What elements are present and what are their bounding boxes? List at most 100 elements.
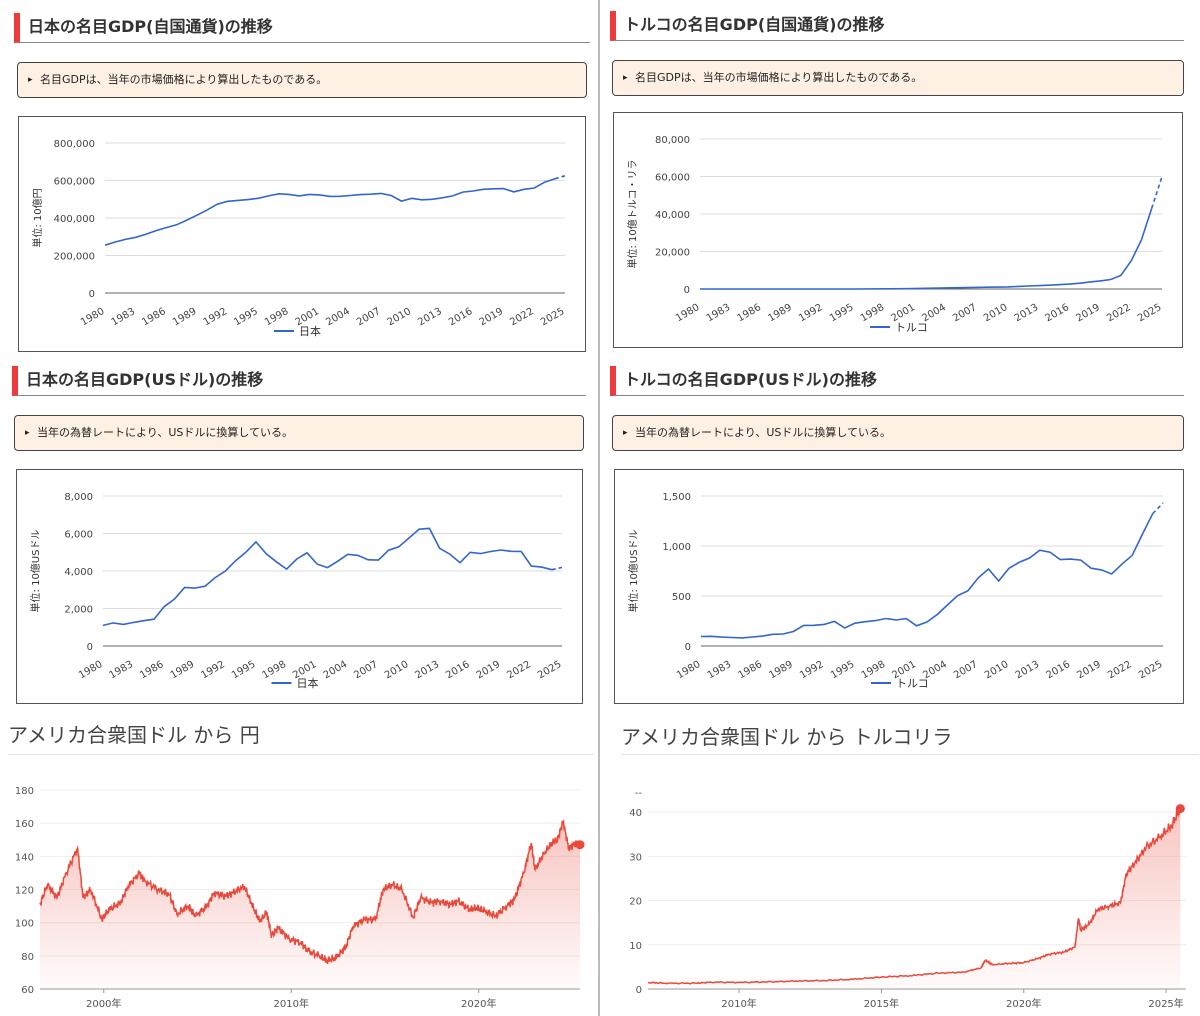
- y-tick-label: 20: [629, 897, 642, 908]
- y-tick-label: 180: [15, 786, 34, 797]
- data-point: [1089, 281, 1091, 283]
- data-point: [420, 897, 422, 899]
- data-point: [1120, 902, 1122, 904]
- data-point: [895, 619, 897, 621]
- data-point: [551, 842, 553, 844]
- triangle-bullet-icon: ▸: [623, 428, 628, 438]
- data-point: [1151, 207, 1153, 209]
- data-point: [667, 982, 669, 984]
- section-title-turkey-gdp-local: トルコの名目GDP(自国通貨)の推移: [610, 11, 1184, 41]
- data-point: [1037, 957, 1039, 959]
- data-point: [421, 199, 423, 201]
- data-point: [561, 566, 563, 568]
- data-point: [438, 547, 440, 549]
- x-tick-label: 1986: [138, 659, 166, 681]
- data-point: [792, 630, 794, 632]
- data-point: [127, 885, 129, 887]
- data-point: [243, 885, 245, 887]
- data-point: [277, 927, 279, 929]
- y-tick-label: 4,000: [64, 567, 93, 578]
- data-point: [904, 287, 906, 289]
- data-point: [183, 586, 185, 588]
- y-tick-label: 140: [15, 852, 34, 863]
- data-point: [387, 549, 389, 551]
- data-point: [195, 915, 197, 917]
- note-japan-gdp-usd: ▸ 当年の為替レートにより、USドルに換算している。: [14, 415, 584, 451]
- x-tick-label: 2010: [982, 302, 1010, 324]
- data-point: [390, 194, 392, 196]
- x-tick-label: 2004: [324, 306, 352, 328]
- data-point: [864, 621, 866, 623]
- data-point: [176, 913, 178, 915]
- data-point: [431, 198, 433, 200]
- y-tick-label: 0: [87, 642, 93, 653]
- data-point: [382, 889, 384, 891]
- data-point: [1134, 862, 1136, 864]
- note-text: 当年の為替レートにより、USドルに換算している。: [635, 426, 892, 439]
- data-point: [1068, 283, 1070, 285]
- data-point: [1110, 573, 1112, 575]
- section-title-japan-gdp-local: 日本の名目GDP(自国通貨)の推移: [14, 13, 590, 43]
- y-tick-label: 20,000: [655, 248, 690, 259]
- data-point: [245, 551, 247, 553]
- x-tick-label: 2016: [447, 306, 475, 328]
- y-axis-label: 単位: 10億USドル: [29, 530, 42, 613]
- legend-label: トルコ: [895, 321, 928, 334]
- note-text: 名目GDPは、当年の市場価格により算出したものである。: [40, 73, 328, 86]
- data-point: [1131, 554, 1133, 556]
- data-point: [492, 188, 494, 190]
- data-point: [980, 967, 982, 969]
- x-tick-label: 2019: [478, 306, 506, 328]
- data-point: [1152, 513, 1154, 515]
- data-point: [450, 903, 452, 905]
- y-tick-label: 100: [15, 919, 34, 930]
- x-tick-label: 1986: [736, 302, 764, 324]
- y-tick-label: 80: [21, 952, 34, 963]
- data-point: [1100, 569, 1102, 571]
- data-point: [925, 287, 927, 289]
- data-point: [39, 903, 41, 905]
- x-tick-label: 2010: [383, 659, 411, 681]
- data-point: [370, 193, 372, 195]
- data-point: [506, 905, 508, 907]
- data-point: [1108, 905, 1110, 907]
- data-point: [854, 622, 856, 624]
- data-point: [138, 872, 140, 874]
- data-point: [271, 935, 273, 937]
- note-text: 当年の為替レートにより、USドルに換算している。: [37, 426, 294, 439]
- data-point: [232, 892, 234, 894]
- y-tick-label: 1,500: [662, 492, 691, 503]
- data-point: [991, 964, 993, 966]
- data-point: [852, 978, 854, 980]
- x-tick-label: 1989: [766, 302, 794, 324]
- data-point: [104, 244, 106, 246]
- data-point: [237, 199, 239, 201]
- triangle-bullet-icon: ▸: [28, 75, 33, 85]
- data-point: [647, 982, 649, 984]
- data-point: [956, 594, 958, 596]
- data-point: [1077, 917, 1079, 919]
- y-tick-label: 60,000: [655, 173, 690, 184]
- legend-label: 日本: [299, 324, 321, 338]
- data-point: [1069, 558, 1071, 560]
- y-tick-label: 2,000: [64, 605, 93, 616]
- x-tick-label: 1998: [860, 659, 888, 681]
- data-point: [401, 889, 403, 891]
- note-text: 名目GDPは、当年の市場価格により算出したものである。: [635, 71, 923, 84]
- x-tick-label: 1986: [737, 659, 765, 681]
- data-point: [257, 197, 259, 199]
- x-tick-label: 2007: [951, 302, 979, 324]
- data-point: [300, 942, 302, 944]
- data-point: [375, 918, 377, 920]
- x-tick-label: 1995: [829, 659, 857, 681]
- gdp-chart-svg: 0 500 1,000 1,500 1980 1983 1986 1989 1992 1995 19…: [627, 492, 1165, 690]
- data-point: [1080, 929, 1082, 931]
- data-point: [986, 286, 988, 288]
- fx-chart-svg: 60 80 100 120 140 160 180 2000年 2010年 2020年: [15, 786, 585, 1010]
- note-turkey-gdp-usd: ▸ 当年の為替レートにより、USドルに換算している。: [612, 415, 1184, 451]
- data-point: [101, 918, 103, 920]
- data-point: [339, 195, 341, 197]
- fx-title-usd-try: アメリカ合衆国ドル から トルコリラ: [621, 725, 953, 749]
- data-point: [441, 197, 443, 199]
- x-tick-label: 2010年: [721, 997, 756, 1010]
